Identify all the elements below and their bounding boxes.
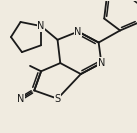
Text: N: N <box>17 94 25 104</box>
Text: S: S <box>55 94 61 104</box>
Text: N: N <box>74 27 82 37</box>
Text: N: N <box>98 58 105 68</box>
Text: N: N <box>37 21 45 31</box>
